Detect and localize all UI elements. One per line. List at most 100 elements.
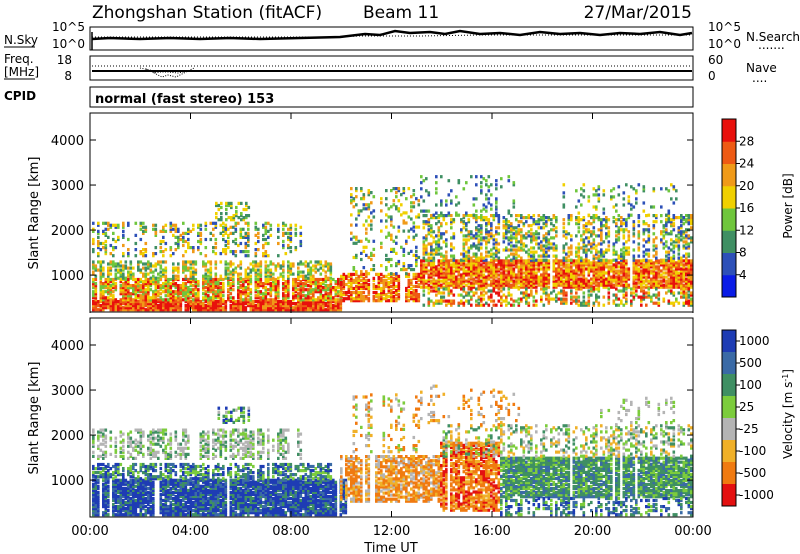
power-cell — [397, 276, 401, 280]
power-cell — [267, 277, 270, 282]
power-cell — [119, 300, 123, 304]
power-cell — [387, 291, 391, 295]
power-cell — [437, 246, 441, 250]
power-cell — [152, 290, 155, 294]
power-cell — [580, 265, 583, 269]
power-cell — [192, 250, 195, 254]
power-cell — [380, 299, 383, 303]
power-cell — [239, 300, 243, 304]
power-cell — [267, 302, 270, 306]
power-heatmap — [92, 175, 693, 312]
power-cell — [307, 288, 310, 292]
power-cell — [577, 287, 581, 291]
power-cell — [520, 246, 523, 250]
power-cell — [269, 233, 273, 237]
power-cell — [562, 222, 566, 226]
power-cell — [102, 304, 105, 308]
power-cell — [362, 197, 366, 201]
power-cell — [582, 232, 586, 236]
power-cell — [159, 302, 163, 306]
power-cell — [530, 275, 533, 279]
power-cell — [402, 191, 406, 195]
power-cell — [515, 214, 518, 218]
power-cell — [517, 220, 521, 224]
power-cell — [127, 300, 130, 304]
power-cell — [507, 267, 511, 271]
power-cell — [515, 265, 518, 269]
power-cell — [124, 300, 128, 304]
power-cell — [452, 256, 456, 260]
power-cell — [470, 277, 473, 281]
power-cell — [229, 304, 233, 308]
power-cell — [567, 254, 571, 258]
power-cell — [287, 264, 290, 268]
power-cell — [294, 282, 298, 286]
power-cell — [457, 281, 461, 285]
power-cell — [214, 284, 218, 288]
power-cell — [157, 272, 160, 276]
power-cell — [510, 234, 513, 238]
power-cell — [214, 262, 218, 266]
power-cell — [297, 294, 300, 298]
power-cell — [172, 292, 175, 296]
power-cell — [169, 290, 173, 294]
power-cell — [447, 265, 451, 269]
power-cell — [247, 276, 250, 280]
power-cell — [352, 235, 356, 239]
power-cell — [104, 239, 108, 244]
power-cell — [189, 276, 193, 280]
power-cell — [485, 250, 488, 254]
power-cell — [92, 304, 95, 308]
power-cell — [294, 286, 298, 290]
power-cell — [104, 243, 108, 248]
power-cell — [522, 281, 526, 285]
power-cell — [585, 303, 588, 307]
power-cell — [632, 269, 636, 273]
power-cell — [445, 244, 448, 248]
power-cell — [264, 292, 268, 296]
power-cell — [242, 284, 245, 288]
power-cell — [505, 295, 508, 299]
power-cell — [645, 267, 648, 271]
power-cell — [640, 279, 643, 283]
power-cell — [495, 248, 498, 252]
power-cell — [552, 279, 556, 283]
power-cell — [585, 261, 588, 265]
power-cell — [565, 269, 568, 273]
power-cell — [154, 282, 158, 286]
power-cell — [507, 259, 511, 263]
power-cell — [302, 308, 305, 312]
power-cell — [392, 280, 396, 285]
power-cell — [555, 261, 558, 265]
power-cell — [134, 277, 138, 282]
power-cell — [425, 248, 428, 252]
power-cell — [440, 291, 443, 295]
power-cell — [395, 291, 398, 295]
power-cell — [122, 264, 125, 268]
power-cell — [329, 282, 333, 286]
power-cell — [362, 282, 366, 287]
power-cell — [274, 304, 278, 308]
power-cell — [625, 279, 628, 283]
power-cell — [129, 294, 133, 298]
power-cell — [234, 302, 238, 306]
power-cell — [415, 264, 418, 268]
power-cell — [662, 297, 666, 301]
nsky-right-tick-bottom: 10^0 — [708, 37, 741, 51]
power-cell — [189, 260, 193, 264]
power-cell — [515, 299, 518, 303]
power-cell — [224, 302, 228, 306]
power-cell — [352, 268, 356, 272]
power-cell — [462, 216, 466, 220]
power-cell — [512, 254, 516, 258]
power-cell — [350, 201, 353, 205]
power-cell — [662, 279, 666, 283]
power-cell — [545, 263, 548, 267]
power-cell — [452, 263, 456, 267]
power-cell — [204, 223, 208, 227]
power-cell — [472, 244, 476, 248]
power-cell — [372, 284, 376, 289]
power-cell — [452, 265, 456, 269]
power-cell — [670, 267, 673, 271]
power-cell — [530, 265, 533, 269]
